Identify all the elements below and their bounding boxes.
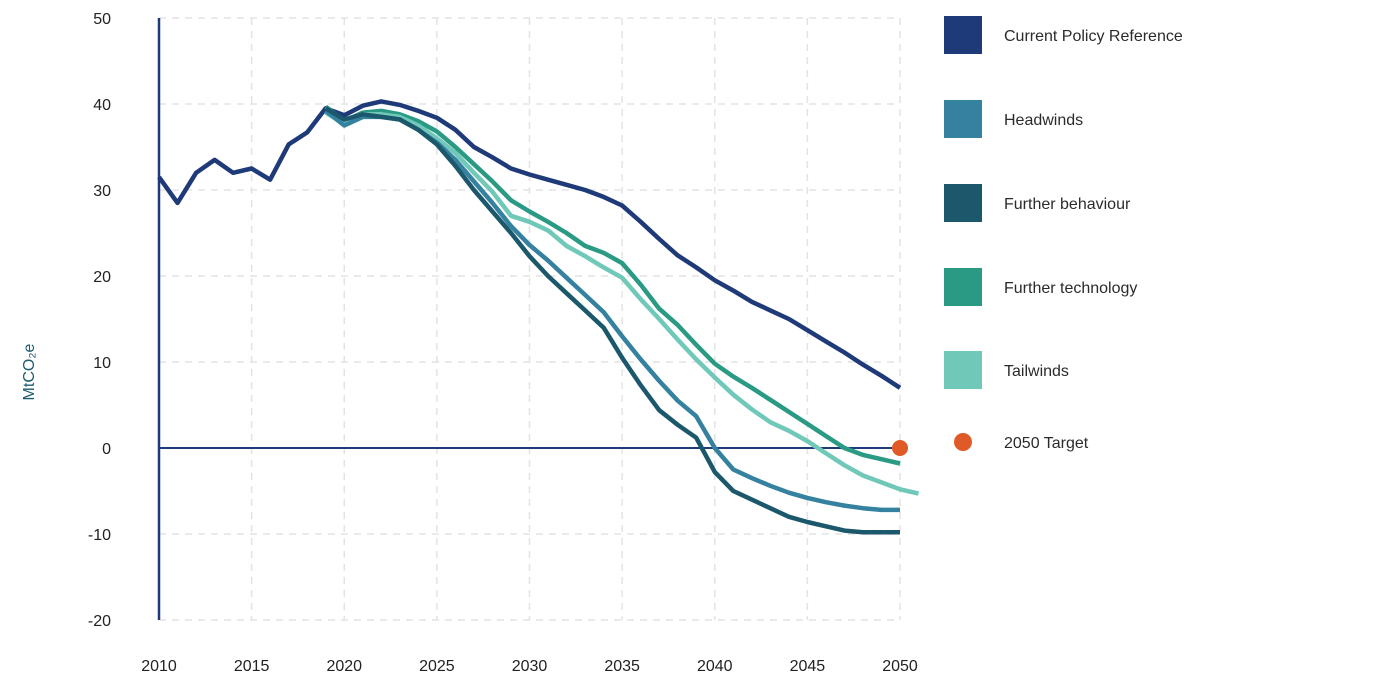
grid [158, 17, 901, 621]
x-axis-ticks: 2010 2015 2020 2025 2030 2035 2040 2045 2050 [141, 658, 918, 675]
target-point [892, 440, 908, 456]
y-axis-ticks: 50 40 30 20 10 0 -10 -20 [88, 11, 111, 630]
x-tick-label: 2010 [141, 658, 177, 675]
series-line-current-policy-reference [157, 99, 902, 390]
legend-swatch [944, 16, 982, 54]
legend-label: Further technology [1004, 280, 1137, 297]
series-lines [157, 99, 920, 535]
y-tick-label: 10 [93, 355, 111, 372]
y-tick-label: -10 [88, 527, 111, 544]
y-tick-label: -20 [88, 613, 111, 630]
series-line-further-behaviour [324, 106, 900, 535]
x-tick-label: 2035 [604, 658, 640, 675]
legend-swatch [944, 184, 982, 222]
x-tick-label: 2040 [697, 658, 733, 675]
y-axis-label: MtCO₂e [21, 343, 38, 400]
legend-label: Headwinds [1004, 112, 1083, 129]
x-tick-label: 2045 [790, 658, 826, 675]
series-line-further-technology [324, 104, 901, 466]
y-tick-label: 30 [93, 183, 111, 200]
legend-item: Tailwinds [944, 351, 1069, 389]
legend-item: Further technology [944, 268, 1137, 306]
x-tick-label: 2015 [234, 658, 270, 675]
x-tick-label: 2020 [326, 658, 362, 675]
y-tick-label: 40 [93, 97, 111, 114]
legend-swatch [944, 351, 982, 389]
legend-label: 2050 Target [1004, 435, 1089, 452]
legend-item: Further behaviour [944, 184, 1131, 222]
x-tick-label: 2025 [419, 658, 455, 675]
series-line-headwinds [324, 109, 900, 513]
legend: Current Policy Reference Headwinds Further… [944, 16, 1183, 452]
series-line-tailwinds [324, 110, 920, 496]
legend-label: Tailwinds [1004, 363, 1069, 380]
legend-item: Headwinds [944, 100, 1083, 138]
legend-label: Current Policy Reference [1004, 28, 1183, 45]
y-tick-label: 0 [102, 441, 111, 458]
legend-item: 2050 Target [954, 433, 1089, 452]
legend-item: Current Policy Reference [944, 16, 1183, 54]
y-tick-label: 20 [93, 269, 111, 286]
legend-dot [954, 433, 972, 451]
y-tick-label: 50 [93, 11, 111, 28]
legend-label: Further behaviour [1004, 196, 1131, 213]
legend-swatch [944, 100, 982, 138]
x-tick-label: 2030 [512, 658, 548, 675]
x-tick-label: 2050 [882, 658, 918, 675]
legend-swatch [944, 268, 982, 306]
